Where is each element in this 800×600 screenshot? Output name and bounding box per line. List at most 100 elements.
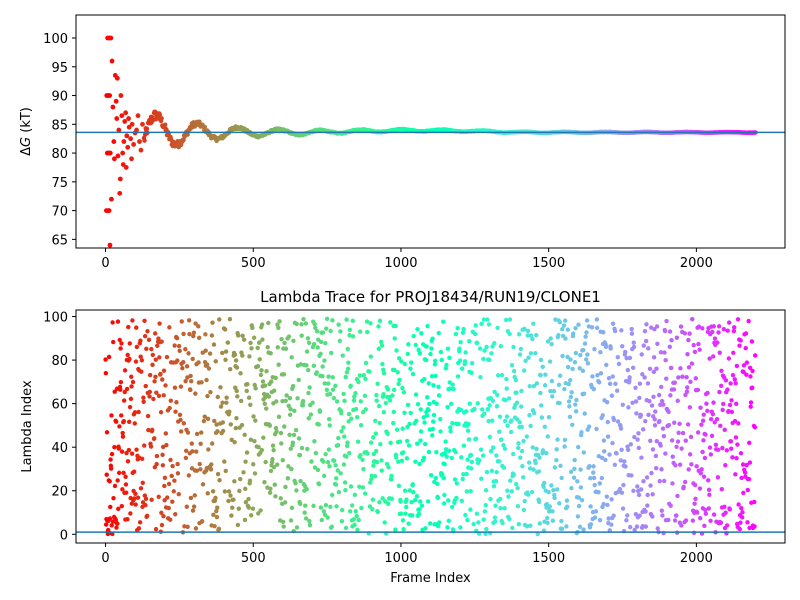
lambda-point xyxy=(425,394,430,400)
lambda-point xyxy=(413,459,418,464)
lambda-point xyxy=(738,338,743,343)
lambda-point xyxy=(288,446,293,451)
lambda-point xyxy=(648,483,653,488)
lambda-point xyxy=(391,409,397,415)
lambda-point xyxy=(492,340,497,346)
lambda-point xyxy=(268,468,274,474)
lambda-point xyxy=(460,330,466,335)
lambda-point xyxy=(319,517,324,523)
lambda-point xyxy=(217,317,222,322)
lambda-point xyxy=(348,383,353,389)
lambda-point xyxy=(716,324,722,329)
lambda-point xyxy=(541,484,546,489)
lambda-point xyxy=(352,394,357,399)
lambda-point xyxy=(316,422,322,427)
lambda-point xyxy=(461,443,467,448)
lambda-point xyxy=(226,489,232,494)
lambda-point xyxy=(343,525,349,531)
lambda-point xyxy=(502,446,508,451)
lambda-point xyxy=(603,344,609,350)
lambda-point xyxy=(426,449,432,455)
lambda-point xyxy=(203,348,208,353)
lambda-point xyxy=(121,470,126,476)
lambda-point xyxy=(333,463,338,468)
lambda-point xyxy=(127,404,133,410)
lambda-point xyxy=(386,501,391,506)
lambda-point xyxy=(550,518,556,523)
lambda-point xyxy=(372,474,378,479)
lambda-point xyxy=(492,515,498,520)
lambda-point xyxy=(152,436,157,441)
lambda-point xyxy=(628,524,633,530)
lambda-point xyxy=(238,398,244,404)
lambda-point xyxy=(120,434,126,439)
delta-g-y-tick-label: 80 xyxy=(51,147,68,162)
lambda-trace-y-tick-label: 80 xyxy=(51,354,68,369)
lambda-point xyxy=(614,451,619,456)
lambda-point xyxy=(404,497,409,502)
lambda-point xyxy=(144,513,150,519)
lambda-point xyxy=(234,415,239,421)
lambda-point xyxy=(620,402,626,408)
lambda-point xyxy=(542,383,548,388)
lambda-point xyxy=(576,503,582,509)
lambda-point xyxy=(109,413,114,418)
lambda-point xyxy=(697,486,703,491)
lambda-point xyxy=(703,511,709,516)
lambda-point xyxy=(471,522,476,527)
lambda-point xyxy=(286,403,291,409)
lambda-point xyxy=(677,421,682,427)
lambda-point xyxy=(565,354,570,360)
lambda-point xyxy=(666,517,671,523)
lambda-point xyxy=(409,513,415,518)
delta-g-point xyxy=(120,162,126,167)
lambda-point xyxy=(415,401,421,407)
lambda-point xyxy=(703,432,708,437)
lambda-point xyxy=(695,510,700,515)
lambda-point xyxy=(572,360,578,365)
lambda-point xyxy=(588,522,594,527)
lambda-point xyxy=(355,527,360,533)
delta-g-y-tick-label: 100 xyxy=(43,32,68,47)
lambda-point xyxy=(525,328,531,334)
lambda-point xyxy=(581,527,586,532)
lambda-point xyxy=(672,420,677,425)
lambda-point xyxy=(752,524,757,529)
lambda-point xyxy=(273,375,278,381)
lambda-point xyxy=(494,453,499,458)
lambda-point xyxy=(479,476,484,481)
lambda-point xyxy=(542,480,547,486)
delta-g-point xyxy=(107,150,113,156)
lambda-point xyxy=(569,390,574,395)
lambda-point xyxy=(333,383,338,389)
lambda-point xyxy=(428,351,433,357)
lambda-point xyxy=(160,452,165,457)
lambda-point xyxy=(112,483,118,489)
lambda-point xyxy=(413,342,418,348)
lambda-point xyxy=(106,354,112,360)
lambda-point xyxy=(270,443,276,448)
lambda-point xyxy=(302,510,307,515)
delta-g-x-tick-label: 1500 xyxy=(532,256,565,271)
lambda-point xyxy=(469,459,475,465)
lambda-point xyxy=(344,443,350,449)
lambda-point xyxy=(177,412,183,418)
lambda-point xyxy=(194,468,200,473)
lambda-point xyxy=(572,466,577,472)
lambda-point xyxy=(508,478,513,483)
lambda-point xyxy=(570,331,576,336)
lambda-point xyxy=(321,473,327,479)
lambda-point xyxy=(612,462,618,467)
lambda-point xyxy=(573,402,578,407)
lambda-point xyxy=(702,523,707,528)
lambda-point xyxy=(208,467,214,472)
lambda-point xyxy=(607,381,613,387)
lambda-point xyxy=(517,352,523,357)
lambda-point xyxy=(354,514,359,519)
delta-g-point xyxy=(123,110,129,116)
lambda-point xyxy=(250,325,255,331)
lambda-point xyxy=(650,492,655,497)
lambda-point xyxy=(342,434,347,439)
lambda-point xyxy=(381,391,386,397)
